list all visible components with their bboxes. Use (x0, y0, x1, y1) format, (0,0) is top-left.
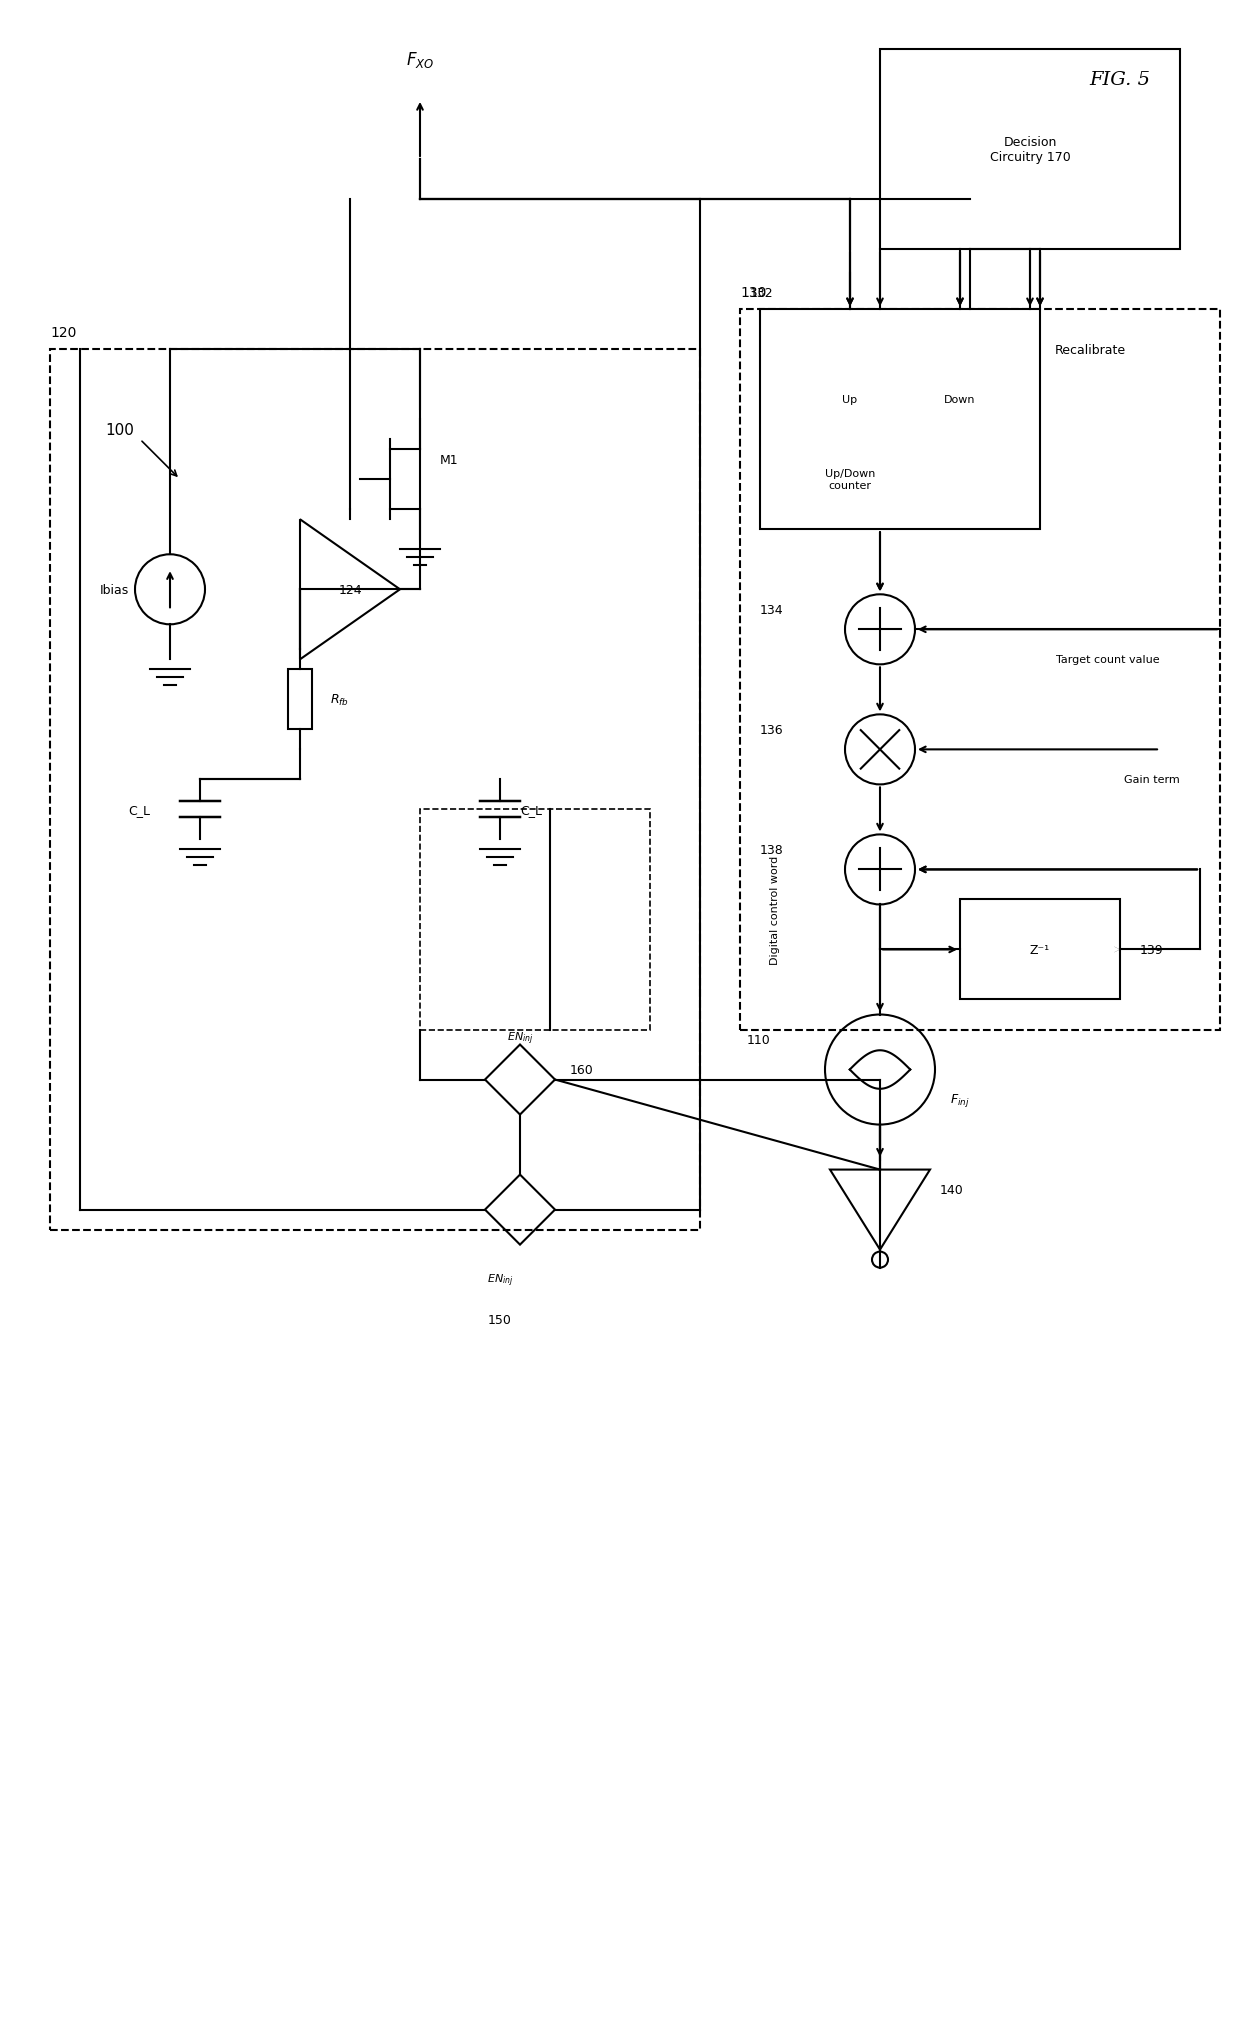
Bar (50, 349, 701, 1230)
Text: 150: 150 (489, 1313, 512, 1326)
Text: Down: Down (944, 396, 976, 406)
Text: Ibias: Ibias (100, 583, 129, 597)
Text: 120: 120 (50, 327, 77, 339)
Text: C_L: C_L (128, 804, 150, 816)
Text: Target count value: Target count value (1056, 656, 1159, 666)
Text: 140: 140 (940, 1183, 963, 1196)
Text: $EN_{inj}$: $EN_{inj}$ (507, 1029, 533, 1045)
Text: 138: 138 (760, 844, 784, 857)
Text: $F_{inj}$: $F_{inj}$ (950, 1092, 970, 1108)
Text: M1: M1 (440, 453, 459, 467)
Text: FIG. 5: FIG. 5 (1090, 71, 1151, 89)
Text: 139: 139 (1140, 944, 1163, 956)
Bar (880, 51, 1180, 250)
Text: 134: 134 (760, 603, 784, 617)
Text: Recalibrate: Recalibrate (1054, 343, 1126, 357)
Bar (960, 899, 1120, 1001)
Text: C_L: C_L (520, 804, 542, 816)
Bar (420, 810, 650, 1029)
Text: Z⁻¹: Z⁻¹ (1030, 944, 1050, 956)
Bar (740, 311, 1220, 1029)
Text: $R_{fb}$: $R_{fb}$ (330, 692, 348, 708)
Text: 100: 100 (105, 422, 134, 438)
Text: Decision
Circuitry 170: Decision Circuitry 170 (990, 136, 1070, 164)
Bar (288, 670, 312, 731)
Text: 110: 110 (746, 1033, 770, 1047)
Text: Up/Down
counter: Up/Down counter (825, 469, 875, 491)
Text: Digital control word: Digital control word (770, 855, 780, 964)
Text: $EN_{inj}$: $EN_{inj}$ (487, 1273, 513, 1289)
Text: 132: 132 (750, 286, 774, 300)
Text: Up: Up (842, 396, 858, 406)
Text: $F_{XO}$: $F_{XO}$ (405, 51, 434, 69)
Text: 130: 130 (740, 286, 766, 300)
Text: 124: 124 (339, 583, 362, 597)
Text: Gain term: Gain term (1125, 775, 1180, 786)
Bar (760, 311, 1040, 530)
Text: 136: 136 (760, 723, 784, 737)
Text: 160: 160 (570, 1064, 594, 1076)
